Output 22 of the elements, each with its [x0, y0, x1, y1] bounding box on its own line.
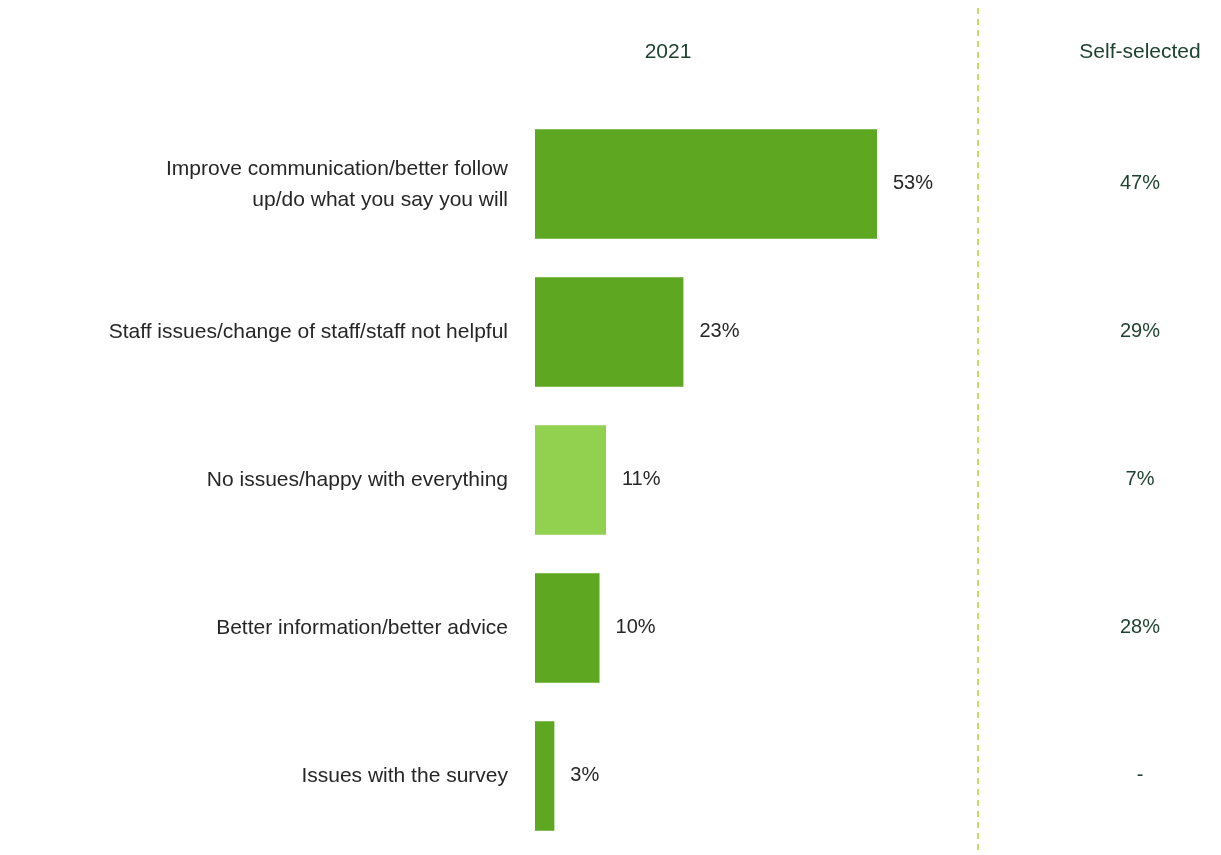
- data-label: 11%: [621, 467, 661, 490]
- bar: [535, 425, 606, 535]
- text: 28%: [1119, 615, 1161, 638]
- y-tick-label: Issues with the survey: [301, 762, 509, 786]
- bar: [535, 721, 555, 831]
- data-label: 53%: [893, 171, 934, 194]
- data-label: 3%: [570, 763, 600, 786]
- text: Self-selected: [1079, 38, 1201, 62]
- y-tick-label: Better information/better advice: [216, 614, 508, 638]
- text: 2021: [644, 38, 692, 62]
- data-label: 10%: [615, 615, 656, 638]
- text: -: [1136, 763, 1144, 786]
- text: 7%: [1125, 467, 1155, 490]
- y-tick-label: No issues/happy with everything: [206, 466, 508, 490]
- bar: [535, 573, 600, 683]
- y-tick-label: Improve communication/better follow up/do what you say you will: [166, 155, 509, 210]
- text: 29%: [1119, 319, 1161, 342]
- bar: [535, 129, 877, 239]
- bar: [535, 277, 684, 387]
- data-label: 23%: [699, 319, 740, 342]
- y-tick-label: Staff issues/change of staff/staff not helpful: [108, 318, 508, 342]
- text: 47%: [1119, 171, 1161, 194]
